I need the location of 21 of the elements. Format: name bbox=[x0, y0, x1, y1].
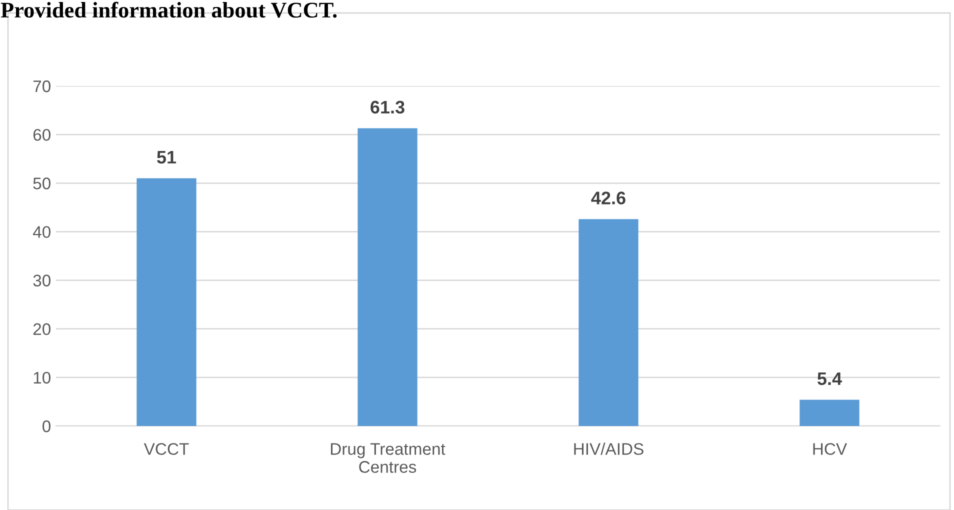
x-tick-label: HCV bbox=[813, 443, 848, 455]
bar bbox=[578, 219, 638, 426]
y-tick-label: 20 bbox=[33, 323, 50, 336]
bar bbox=[800, 400, 860, 426]
data-label: 42.6 bbox=[591, 192, 626, 204]
bar bbox=[358, 128, 418, 426]
data-label: 51 bbox=[157, 151, 176, 164]
y-tick-label: 0 bbox=[42, 420, 50, 432]
y-tick-label: 10 bbox=[34, 372, 50, 384]
y-tick-label: 50 bbox=[33, 178, 50, 190]
y-tick-label: 40 bbox=[32, 226, 50, 238]
y-tick-label: 60 bbox=[33, 128, 50, 141]
data-label: 61.3 bbox=[370, 100, 404, 114]
y-tick-label: 70 bbox=[33, 80, 50, 92]
x-tick-label: VCCT bbox=[144, 443, 189, 455]
x-tick-label: HIV/AIDS bbox=[574, 442, 644, 455]
data-label: 5.4 bbox=[818, 372, 842, 386]
bar bbox=[136, 178, 196, 426]
y-tick-label: 30 bbox=[33, 274, 50, 286]
chart-title: Provided information about VCCT. bbox=[0, 2, 337, 18]
x-tick-label: Drug Treatment Centres bbox=[330, 443, 446, 473]
